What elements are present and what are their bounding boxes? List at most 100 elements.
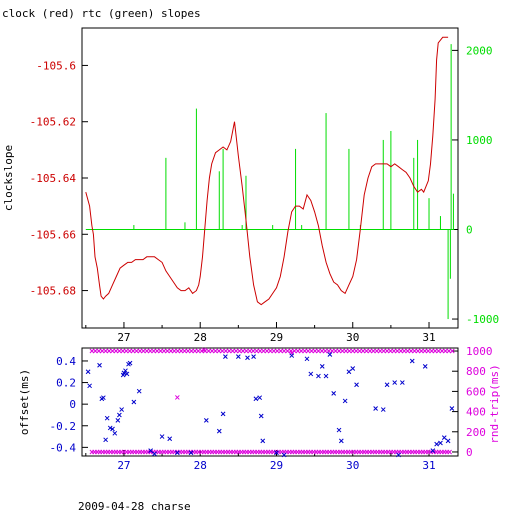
rtt-point <box>401 348 407 354</box>
offset-point <box>434 441 439 447</box>
offset-point <box>101 395 106 401</box>
chart-footer: 2009-04-28 charse <box>78 500 191 512</box>
rtt-point <box>237 348 242 354</box>
rtt-point <box>113 348 119 354</box>
offset-point <box>438 440 443 446</box>
rtt-point <box>425 348 431 354</box>
offset-panel: offset(ms) rnd-trip(ms) 0.40.20-0.2-0.4 … <box>18 345 501 472</box>
rtt-point <box>429 348 435 354</box>
rtt-point <box>439 348 445 354</box>
rtt-point <box>223 348 229 354</box>
rtt-point <box>274 348 280 354</box>
offset-point <box>350 366 356 371</box>
offset-point <box>331 391 337 396</box>
offset-point <box>251 354 256 359</box>
offset-point <box>373 406 378 411</box>
rtt-point <box>322 348 328 354</box>
rtt-point <box>201 347 207 353</box>
rtt-point <box>343 348 349 354</box>
offset-point <box>289 353 295 358</box>
offset-xtick-label: 27 <box>117 459 130 472</box>
offset-left-axis: 0.4 0.2 0 -0.2 -0.4 <box>50 355 88 454</box>
offset-point <box>131 399 137 405</box>
rtt-point <box>141 348 146 354</box>
offset-point <box>449 406 455 411</box>
rtt-point <box>370 348 376 354</box>
rtt-point <box>213 348 218 354</box>
offset-point <box>327 352 333 357</box>
slopes-y2tick-label: -1000 <box>466 313 499 326</box>
slopes-panel: clockslope -105.6-105.62-105.64-105.66-1… <box>2 27 499 344</box>
offset-xtick-label: 29 <box>270 459 283 472</box>
rtt-point <box>206 348 211 354</box>
slopes-left-axis: -105.6 -105.62 -105.64 -105.66 -105.68 <box>30 59 88 298</box>
rtt-point <box>233 348 239 354</box>
offset-ytick-label: -0.2 <box>50 420 77 433</box>
chart-title: clock (red) rtc (green) slopes <box>2 7 201 20</box>
offset-point <box>354 382 359 388</box>
offset-point <box>319 364 325 369</box>
rtt-ylabel: rnd-trip(ms) <box>488 364 501 443</box>
rtt-point <box>340 348 345 354</box>
offset-point <box>304 356 310 362</box>
slopes-right-axis: 2000 1000 0 -1000 <box>452 44 499 326</box>
rtt-point <box>357 348 362 354</box>
rtt-point <box>295 348 301 354</box>
rtt-point <box>377 348 383 354</box>
rtt-point <box>271 348 277 354</box>
offset-point <box>392 380 398 385</box>
offset-ytick-label: -0.4 <box>50 441 77 454</box>
offset-point <box>342 398 348 404</box>
rtt-point <box>123 348 129 354</box>
rtt-point <box>182 348 187 354</box>
offset-point <box>281 452 287 458</box>
rtt-point <box>158 348 163 354</box>
slopes-ylabel: clockslope <box>2 145 15 211</box>
rtt-series <box>89 347 455 455</box>
rtt-point <box>391 348 397 354</box>
slopes-y2tick-label: 2000 <box>466 44 493 57</box>
rtt-point <box>216 348 222 354</box>
offset-point <box>87 383 92 389</box>
offset-point <box>257 395 263 401</box>
offset-ytick-label: 0.4 <box>56 355 76 368</box>
rtt-point <box>446 348 452 354</box>
rtt-point <box>168 348 174 354</box>
rtt-ytick-label: 0 <box>466 446 473 459</box>
slopes-ytick-label: -105.68 <box>30 285 76 298</box>
rtt-point <box>165 348 170 354</box>
slopes-xtick-label: 31 <box>422 331 435 344</box>
rtt-point <box>364 348 369 354</box>
offset-xtick-label: 28 <box>194 459 207 472</box>
offset-point <box>85 369 91 375</box>
offset-point <box>253 396 259 402</box>
rtt-ytick-label: 1000 <box>466 345 493 358</box>
rtt-point <box>353 348 359 354</box>
rtt-point <box>405 348 411 354</box>
offset-point <box>260 438 266 444</box>
rtt-point <box>422 348 428 354</box>
rtt-point <box>120 348 126 354</box>
rtt-ytick-label: 400 <box>466 406 486 419</box>
offset-point <box>115 418 121 423</box>
slopes-xtick-label: 29 <box>270 331 283 344</box>
rtt-point <box>326 348 332 354</box>
rtt-point <box>110 348 115 354</box>
offset-point <box>136 388 142 394</box>
rtt-point <box>261 348 266 354</box>
rtc-series <box>85 44 455 320</box>
rtt-point <box>268 348 273 354</box>
slopes-ytick-label: -105.64 <box>30 172 77 185</box>
offset-point <box>399 380 405 385</box>
rtt-point <box>443 348 448 354</box>
slopes-xtick-label: 27 <box>117 331 130 344</box>
slopes-ytick-label: -105.62 <box>30 116 76 129</box>
rtt-point <box>130 348 136 354</box>
offset-ytick-label: 0 <box>69 398 76 411</box>
rtt-point <box>209 348 215 354</box>
offset-x-axis: 27 28 29 30 31 <box>85 450 436 472</box>
rtt-point <box>240 348 246 354</box>
rtt-point <box>360 348 366 354</box>
offset-point <box>323 373 329 379</box>
rtt-point <box>346 348 352 354</box>
